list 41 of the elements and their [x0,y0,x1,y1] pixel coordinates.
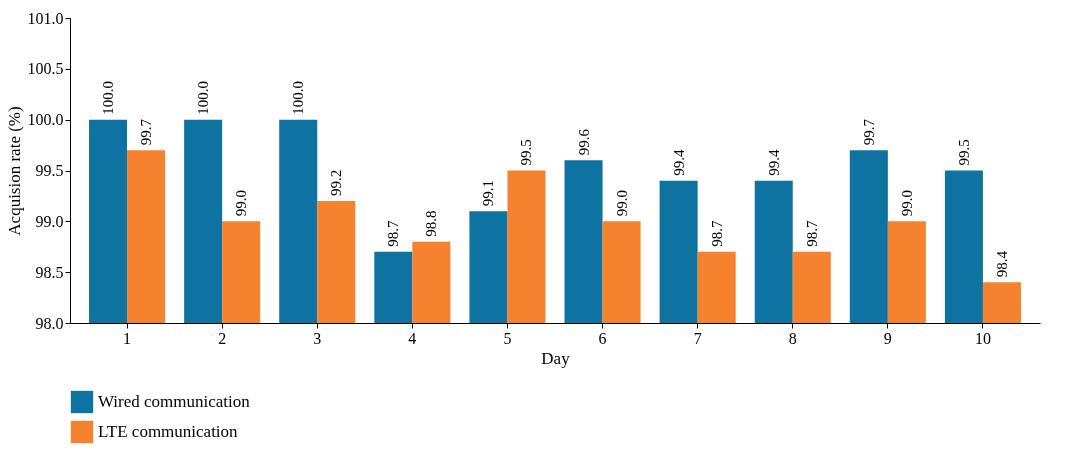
data-label: 99.1 [480,179,497,207]
data-label: 99.2 [328,169,345,196]
data-label: 98.7 [708,220,725,247]
y-tick-label: 101.0 [27,9,64,27]
x-tick-label: 1 [123,329,132,347]
data-label: 99.5 [518,139,535,166]
x-axis-title: Day [541,348,571,368]
x-tick-label: 4 [408,329,417,347]
data-label: 99.0 [233,190,250,217]
y-tick-label: 100.0 [27,111,64,129]
x-tick-label: 2 [218,329,227,347]
y-tick-label: 99.5 [35,162,64,179]
x-tick-label: 9 [883,329,892,347]
data-label: 98.8 [423,210,440,237]
data-label: 99.4 [670,148,687,176]
data-label: 99.0 [898,190,915,217]
y-axis-title: Acquision rate (%) [4,106,24,236]
x-tick-label: 5 [503,329,512,347]
data-label: 99.0 [613,190,630,217]
data-label: 98.7 [385,220,402,247]
y-tick-label: 98.5 [35,263,64,281]
data-label: 98.4 [993,250,1010,278]
x-tick-label: 7 [693,329,702,347]
data-label: 99.6 [575,128,592,156]
data-label: 99.5 [955,139,972,166]
data-label: 99.7 [860,118,877,146]
data-label: 100.0 [100,80,117,115]
y-tick-label: 100.5 [27,60,64,78]
data-label: 99.4 [765,148,782,176]
data-label: 100.0 [195,80,212,115]
y-tick-label: 99.0 [35,212,64,230]
x-tick-label: 6 [598,329,607,347]
x-tick-label: 8 [788,329,797,347]
data-label: 99.7 [138,118,155,146]
legend-label: Wired communication [98,392,251,411]
y-tick-label: 98.0 [35,314,64,332]
legend-label: LTE communication [98,422,239,441]
x-tick-label: 3 [313,329,322,347]
data-label: 98.7 [803,220,820,247]
x-tick-label: 10 [974,329,991,347]
data-label: 100.0 [290,80,307,115]
